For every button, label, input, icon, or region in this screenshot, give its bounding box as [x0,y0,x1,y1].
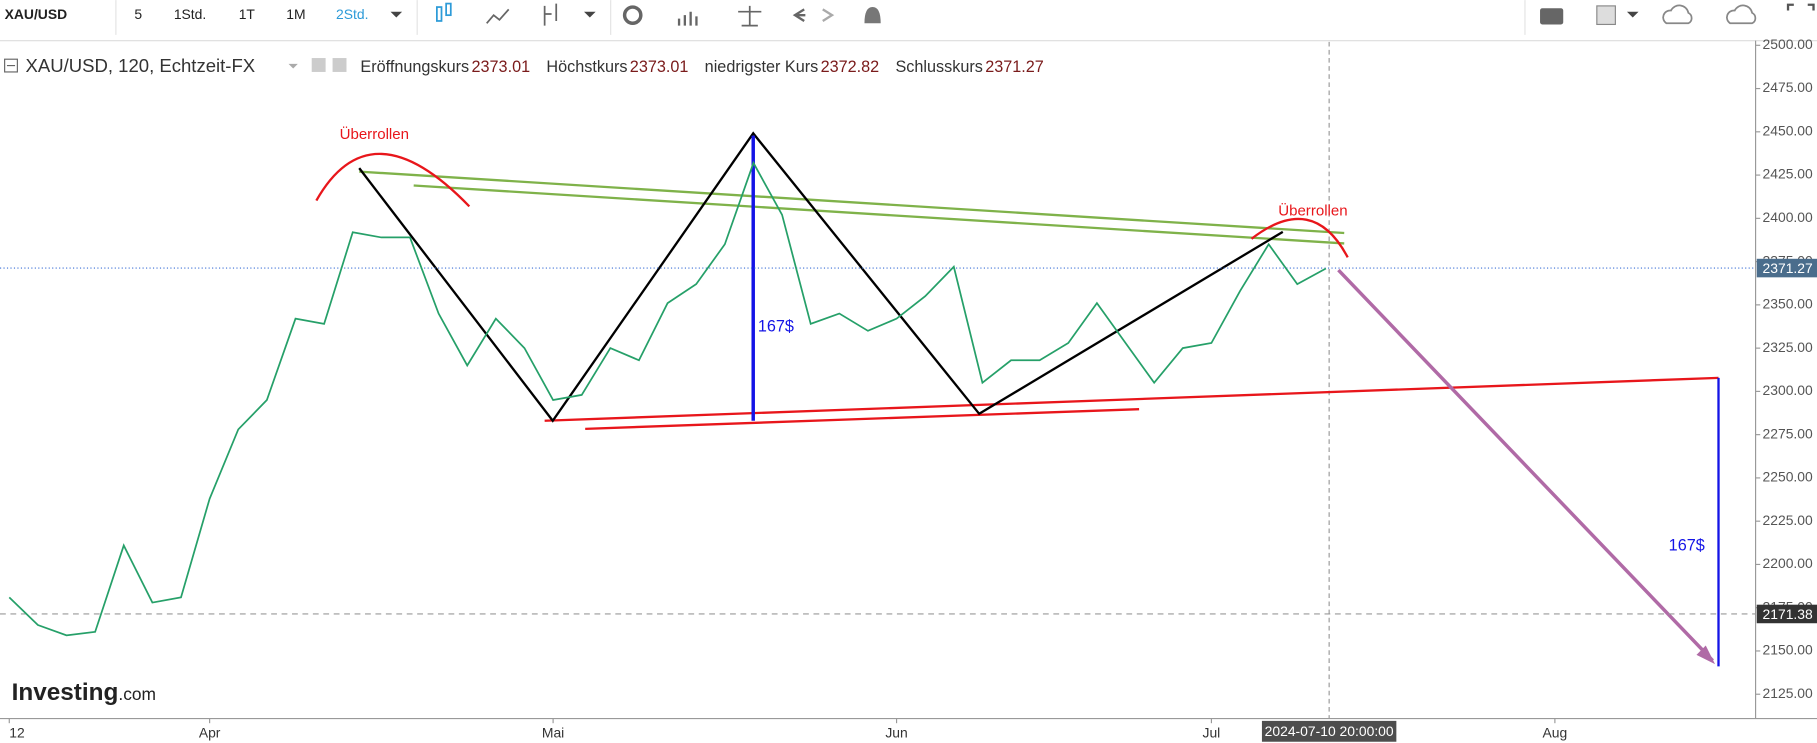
interval[interactable]: 1M [286,6,305,22]
cloud-save-icon[interactable] [1726,4,1757,25]
y-tick-label: 2225.00 [1763,512,1813,528]
logo-suffix: .com [118,684,156,704]
dropdown[interactable] [584,11,596,18]
fullscreen-icon[interactable] [1786,3,1815,11]
legend-value: 2373.01 [630,58,689,76]
undo-icon[interactable] [792,8,806,22]
y-tick-label: 2300.00 [1763,382,1813,398]
marked-price-label: 2171.38 [1763,606,1813,622]
annotation: Überrollen [340,125,409,143]
legend-label: Höchstkurs [546,58,627,76]
drawings [315,131,1720,667]
y-tick-label: 2450.00 [1763,122,1813,138]
alert-icon[interactable] [864,7,881,24]
arrow-head [1696,645,1716,665]
y-tick-label: 2125.00 [1763,685,1813,701]
x-tick-label: Apr [199,724,221,740]
legend-title: XAU/USD, 120, Echtzeit-FX [25,55,255,76]
support-line [585,408,1140,431]
zigzag [358,131,1284,423]
last-price-badge [1756,258,1817,278]
settings-icon[interactable] [622,5,643,26]
legend-icon[interactable] [332,58,347,72]
crosshair-date-label: 2024-07-10 20:00:00 [1265,723,1394,739]
dropdown[interactable] [390,11,403,18]
annotation: 167$ [1669,537,1705,555]
y-tick-label: 2200.00 [1763,555,1813,571]
marked-price-badge [1756,604,1817,624]
last-price-label: 2371.27 [1763,260,1813,276]
y-tick-label: 2500.00 [1763,36,1813,52]
color-icon[interactable] [1596,5,1616,26]
symbol[interactable]: XAU/USD [5,6,68,22]
logo-brand: Investing [12,679,119,706]
indicator-icon[interactable] [677,11,698,26]
legend-icon[interactable] [311,58,326,72]
x-tick-label: Jul [1203,724,1221,740]
dropdown[interactable] [1626,11,1639,18]
interval[interactable]: 1T [239,6,256,22]
logo: Investing.com [12,679,156,706]
y-tick-label: 2475.00 [1763,79,1813,95]
x-tick-label: Aug [1543,724,1568,740]
y-tick-label: 2275.00 [1763,425,1813,441]
trend-line [413,184,1345,245]
y-tick-label: 2325.00 [1763,339,1813,355]
dropdown[interactable] [288,63,298,69]
crosshair-date-badge [1261,720,1397,742]
support-line [544,376,1719,422]
line-icon[interactable] [486,8,510,24]
annotation: Überrollen [1278,202,1347,220]
bar-icon[interactable] [543,3,558,26]
collapse-icon[interactable] [4,58,18,73]
target-arrow [1337,268,1714,662]
legend-value: 2372.82 [821,58,880,76]
legend-label: niedrigster Kurs [705,58,819,76]
rollover-arc [315,152,471,208]
rollover-arc [1250,217,1349,258]
cloud-load-icon[interactable] [1662,4,1693,25]
x-tick-label: Mai [542,724,564,740]
redo-icon[interactable] [822,8,835,22]
compare-icon[interactable] [738,5,762,27]
interval[interactable]: 1Std. [174,6,206,22]
y-tick-label: 2150.00 [1763,642,1813,658]
camera-icon[interactable] [1540,8,1564,25]
interval[interactable]: 5 [134,6,142,22]
toolbar [0,0,1817,41]
x-tick-label: Jun [885,724,907,740]
x-tick-label: 12 [9,724,25,740]
candle-icon[interactable] [435,2,452,22]
y-tick-label: 2425.00 [1763,166,1813,182]
trend-line [359,170,1345,235]
interval-active[interactable]: 2Std. [336,6,368,22]
legend-label: Eröffnungskurs [360,58,469,76]
y-tick-label: 2350.00 [1763,296,1813,312]
price-line [8,160,1327,637]
y-tick-label: 2400.00 [1763,209,1813,225]
legend-label: Schlusskurs [895,58,982,76]
y-tick-label: 2250.00 [1763,469,1813,485]
legend-value: 2373.01 [472,58,531,76]
annotation: 167$ [758,318,794,336]
toolbar-separators [115,0,1526,35]
legend-value: 2371.27 [985,58,1044,76]
